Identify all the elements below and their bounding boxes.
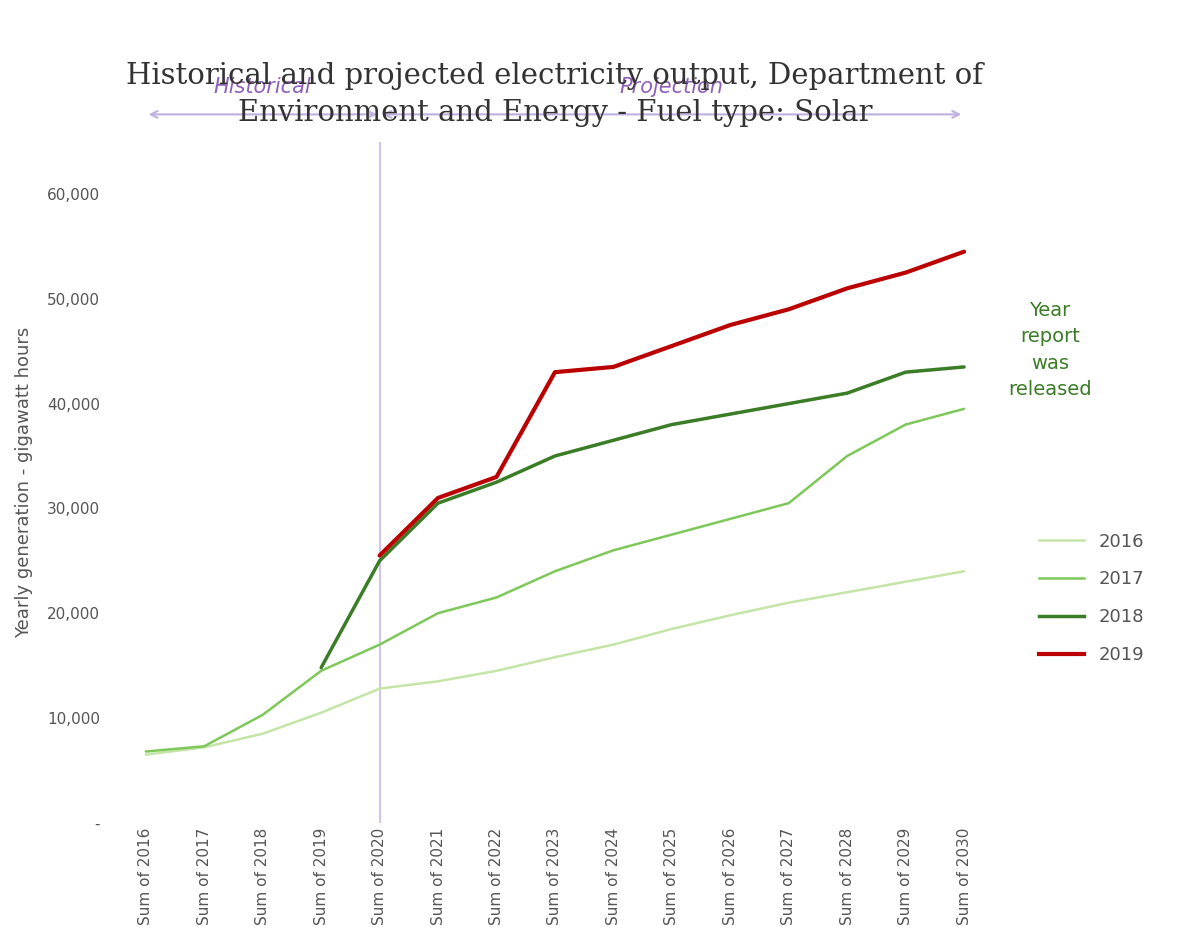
Legend: 2016, 2017, 2018, 2019: 2016, 2017, 2018, 2019 (1032, 525, 1152, 671)
Y-axis label: Yearly generation - gigawatt hours: Yearly generation - gigawatt hours (14, 326, 34, 638)
Text: Projection: Projection (620, 77, 724, 98)
Text: Historical: Historical (214, 77, 312, 98)
Title: Historical and projected electricity output, Department of
Environment and Energ: Historical and projected electricity out… (126, 62, 984, 127)
Text: Year
report
was
released: Year report was released (1008, 301, 1092, 400)
